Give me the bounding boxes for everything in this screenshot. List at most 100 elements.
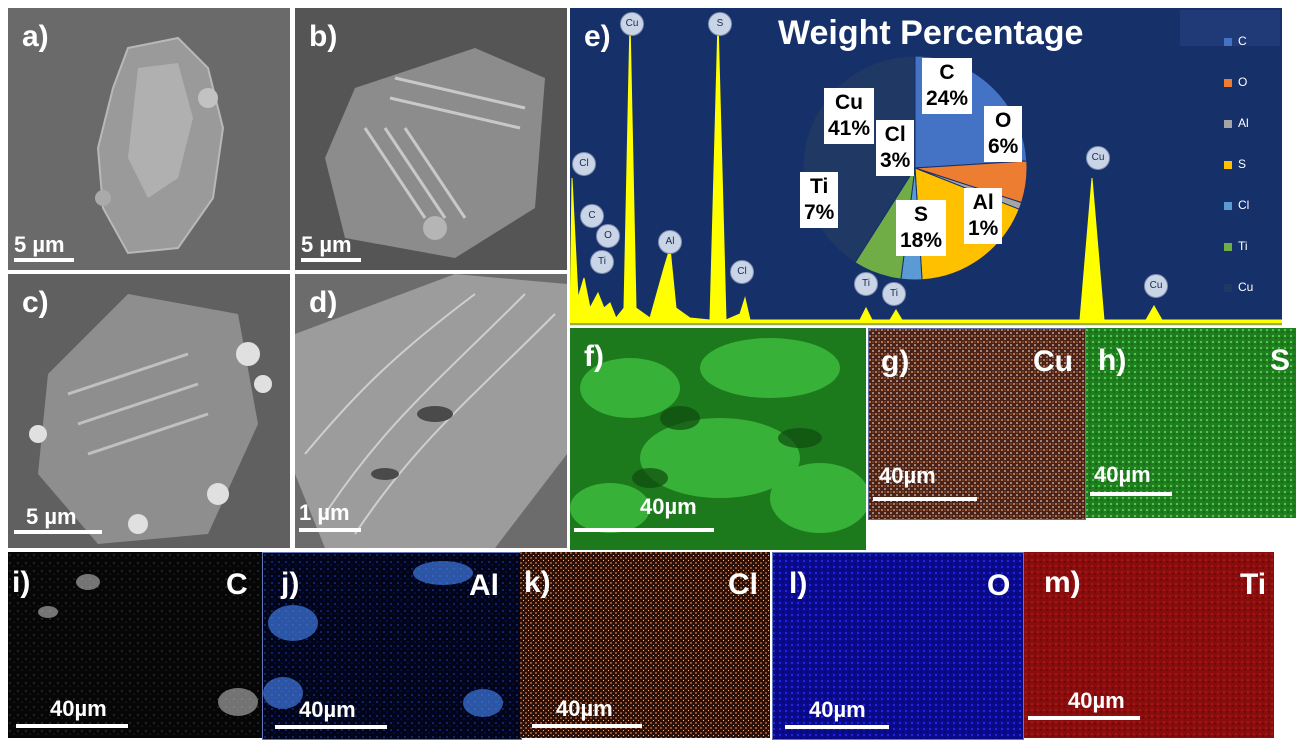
legend-item-label: O: [1238, 75, 1248, 89]
panel-label-l: l): [789, 567, 808, 600]
scale-bar-j: [275, 725, 387, 729]
sem-image-a: a) 5 µm: [8, 8, 290, 270]
panel-label-g: g): [881, 345, 910, 378]
panel-label-c: c): [22, 286, 49, 319]
scale-bar-k: [532, 724, 642, 728]
sem-image-c: c) 5 µm: [8, 274, 290, 548]
scale-bar-d: [299, 528, 361, 532]
panel-label-k: k): [524, 566, 551, 599]
legend-item-label: Cu: [1238, 280, 1254, 294]
pie-value-box-ti: Ti 7%: [800, 172, 839, 228]
legend-swatch: [1224, 38, 1232, 46]
slice-label-element: Cl: [884, 123, 906, 146]
map-texture-i: [8, 552, 262, 738]
slice-label-percent: 7%: [804, 201, 835, 224]
slice-label-element: O: [995, 109, 1012, 132]
scale-bar-m: [1028, 716, 1140, 720]
scale-bar-c: [14, 530, 102, 534]
sem-particle-b: [295, 8, 567, 270]
element-label-l: O: [987, 569, 1011, 602]
scale-bar-l: [785, 725, 889, 729]
panel-label-j: j): [281, 567, 300, 600]
sem-image-d: d) 1 µm: [295, 274, 567, 548]
eds-map-g: g) Cu 40µm: [868, 328, 1086, 520]
panel-label-b: b): [309, 20, 338, 53]
peak-label: Cu: [1144, 274, 1168, 298]
map-texture-f: [570, 328, 866, 550]
slice-label-percent: 1%: [968, 217, 999, 240]
panel-label-f: f): [584, 340, 604, 373]
scale-text-k: 40µm: [556, 696, 613, 721]
panel-label-h: h): [1098, 344, 1127, 377]
slice-label-element: Cu: [835, 91, 864, 114]
eds-map-i: i) C 40µm: [8, 552, 262, 738]
map-texture-k: [520, 552, 770, 738]
element-label-m: Ti: [1240, 568, 1267, 601]
peak-label: C: [580, 204, 604, 228]
slice-label-element: Al: [972, 191, 994, 214]
scale-text-f: 40µm: [640, 494, 697, 519]
element-label-j: Al: [469, 569, 499, 602]
scale-bar-g: [873, 497, 977, 501]
scale-text-i: 40µm: [50, 696, 107, 721]
slice-label-percent: 18%: [900, 229, 943, 252]
chart-legend: C O Al S Cl Ti Cu: [1180, 8, 1282, 326]
pie-value-box-s: S 18%: [896, 200, 947, 256]
sem-particle-a: [8, 8, 290, 270]
pie-value-box-cu: Cu 41%: [824, 88, 875, 144]
eds-map-l: l) O 40µm: [772, 552, 1024, 740]
scale-bar-h: [1090, 492, 1172, 496]
scale-bar-a: [14, 258, 74, 262]
sem-image-b: b) 5 µm: [295, 8, 567, 270]
slice-label-percent: 24%: [926, 87, 969, 110]
slice-label-percent: 6%: [988, 135, 1019, 158]
scale-text-c: 5 µm: [26, 504, 77, 529]
scale-text-d: 1 µm: [299, 500, 350, 525]
element-label-k: Cl: [728, 568, 758, 601]
peak-label: Al: [658, 230, 682, 254]
legend-swatch: [1224, 79, 1232, 87]
panel-label-m: m): [1044, 566, 1081, 599]
slice-label-element: Ti: [810, 175, 829, 198]
peak-label: Cl: [572, 152, 596, 176]
sem-particle-d: [295, 274, 567, 548]
scale-bar-b: [301, 258, 361, 262]
map-texture-l: [773, 553, 1023, 739]
scale-text-h: 40µm: [1094, 462, 1151, 487]
peak-label: Ti: [882, 282, 906, 306]
scale-text-a: 5 µm: [14, 232, 65, 257]
peak-label: O: [596, 224, 620, 248]
slice-label-element: S: [914, 203, 929, 226]
eds-map-m: m) Ti 40µm: [1024, 552, 1274, 738]
slice-label-element: C: [939, 61, 955, 84]
peak-label: Cu: [620, 12, 644, 36]
scale-text-m: 40µm: [1068, 688, 1125, 713]
map-texture-g: [869, 329, 1085, 519]
eds-map-h: h) S 40µm: [1086, 328, 1296, 518]
legend-item-label: Al: [1238, 116, 1249, 130]
eds-spectrum-panel: e) Weight Percentage Cl C O Ti Cu Al S C…: [570, 8, 1282, 326]
eds-map-k: k) Cl 40µm: [520, 552, 770, 738]
element-label-g: Cu: [1033, 345, 1073, 378]
pie-value-box-cl: Cl 3%: [876, 120, 915, 176]
legend-item-label: C: [1238, 34, 1247, 48]
scale-text-l: 40µm: [809, 697, 866, 722]
pie-value-box-c: C 24%: [922, 58, 973, 114]
legend-item-label: S: [1238, 157, 1247, 171]
scale-bar-i: [16, 724, 128, 728]
legend-item-label: Cl: [1238, 198, 1250, 212]
panel-label-i: i): [12, 566, 31, 599]
legend-swatch: [1224, 202, 1232, 210]
slice-label-percent: 41%: [828, 117, 871, 140]
element-label-h: S: [1270, 344, 1291, 377]
legend-swatch: [1224, 161, 1232, 169]
peak-label: Ti: [854, 272, 878, 296]
chart-title: Weight Percentage: [778, 14, 1084, 52]
peak-label: S: [708, 12, 732, 36]
legend-swatch: [1224, 243, 1232, 251]
slice-label-percent: 3%: [880, 149, 911, 172]
eds-map-f: f) 40µm: [570, 328, 866, 550]
pie-value-box-o: O 6%: [984, 106, 1023, 162]
peak-label: Ti: [590, 250, 614, 274]
scale-text-j: 40µm: [299, 697, 356, 722]
